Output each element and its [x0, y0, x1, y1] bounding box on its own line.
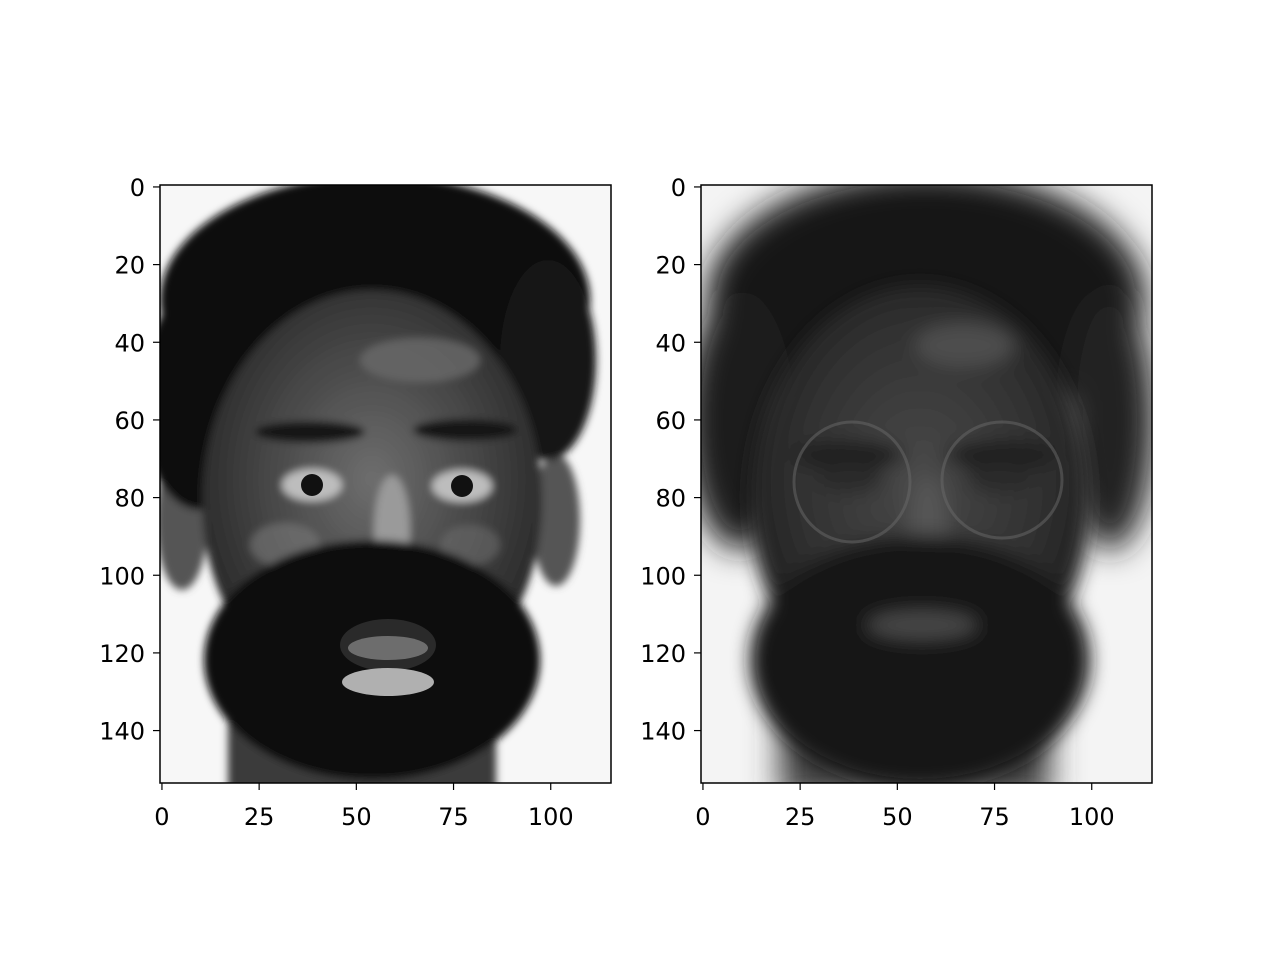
y-tick-label: 80: [655, 485, 686, 513]
y-tick-label: 60: [114, 407, 145, 435]
y-tick-label: 100: [640, 562, 686, 590]
x-tick-label: 75: [438, 803, 469, 831]
x-tick-label: 25: [785, 803, 816, 831]
y-tick-label: 40: [655, 329, 686, 357]
image-panel-left: 0 25 50 75 100 0 20 40 60 80 100 120 140: [99, 174, 612, 831]
x-tick-label: 50: [882, 803, 913, 831]
y-tick-label: 100: [99, 562, 145, 590]
y-tick-label: 120: [99, 640, 145, 668]
y-tick-label: 20: [114, 252, 145, 280]
y-tick-label: 0: [130, 174, 145, 202]
y-tick-label: 140: [99, 718, 145, 746]
axes-right: 0 25 50 75 100 0 20 40 60 80 100 120 140: [640, 174, 1153, 831]
y-tick-label: 120: [640, 640, 686, 668]
y-tick-label: 60: [655, 407, 686, 435]
image-panel-right: 0 25 50 75 100 0 20 40 60 80 100 120 140: [640, 174, 1153, 831]
y-tick-label: 40: [114, 329, 145, 357]
x-tick-label: 75: [979, 803, 1010, 831]
x-tick-label: 0: [154, 803, 169, 831]
x-tick-label: 100: [1069, 803, 1115, 831]
x-tick-label: 100: [528, 803, 574, 831]
axes-frame: [700, 184, 1153, 784]
y-tick-label: 80: [114, 485, 145, 513]
x-tick-label: 50: [341, 803, 372, 831]
y-tick-label: 140: [640, 718, 686, 746]
y-tick-label: 0: [671, 174, 686, 202]
x-tick-label: 25: [244, 803, 275, 831]
x-tick-label: 0: [695, 803, 710, 831]
face-photo: [160, 185, 611, 783]
face-reconstruction: [701, 185, 1152, 783]
axes-left: 0 25 50 75 100 0 20 40 60 80 100 120 140: [99, 174, 612, 831]
axes-frame: [159, 184, 612, 784]
y-tick-label: 20: [655, 252, 686, 280]
